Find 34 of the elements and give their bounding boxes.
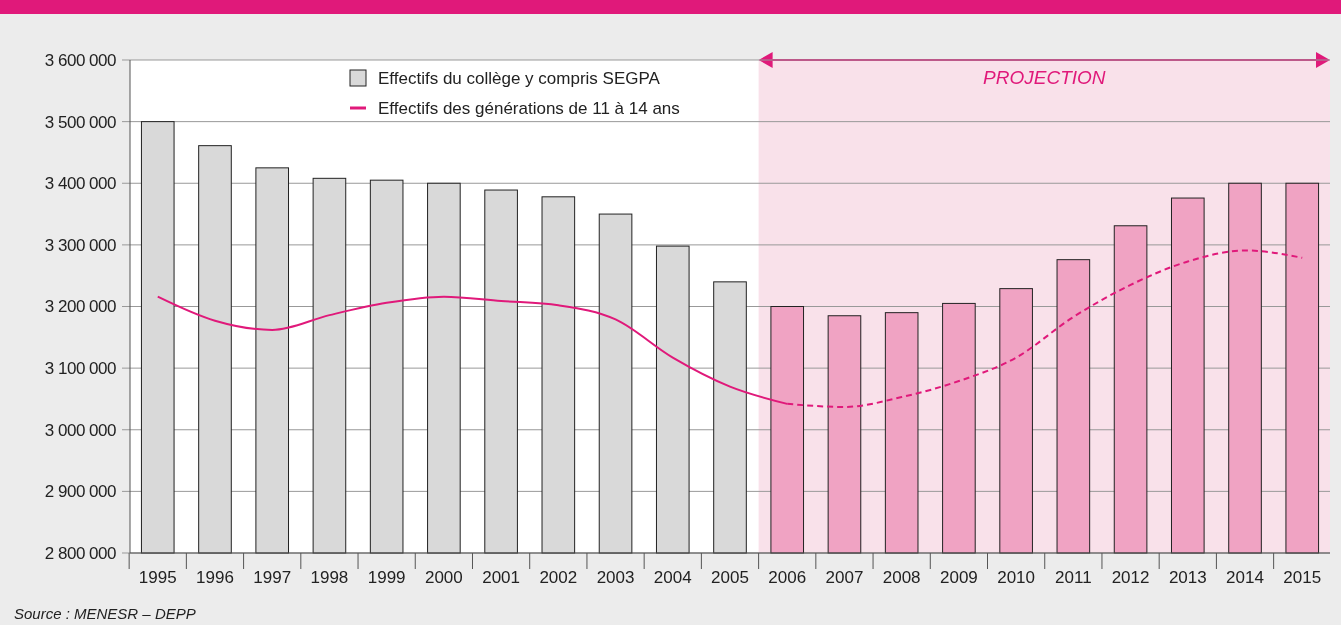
legend-label: Effectifs des générations de 11 à 14 ans bbox=[378, 98, 680, 118]
x-tick-label: 2005 bbox=[711, 568, 749, 587]
x-tick-label: 2008 bbox=[882, 568, 921, 587]
y-tick-label: 3 100 000 bbox=[44, 359, 117, 379]
y-tick-label: 3 500 000 bbox=[44, 112, 117, 132]
x-tick-label: 2014 bbox=[1226, 568, 1264, 587]
source-note: Source : MENESR – DEPP bbox=[14, 605, 196, 622]
x-tick-label: 1997 bbox=[253, 568, 292, 587]
y-tick-label: 3 000 000 bbox=[44, 420, 117, 440]
legend-label: Effectifs du collège y compris SEGPA bbox=[378, 68, 661, 88]
x-tick-label: 2000 bbox=[424, 568, 463, 587]
x-tick-label: 1996 bbox=[196, 568, 234, 587]
x-tick-label: 2015 bbox=[1283, 568, 1322, 587]
y-tick-label: 3 600 000 bbox=[44, 50, 117, 70]
y-tick-label: 3 300 000 bbox=[44, 235, 117, 255]
x-tick-label: 2006 bbox=[768, 568, 807, 587]
x-tick-label: 2003 bbox=[596, 568, 635, 587]
band-label: PROJECTION bbox=[983, 67, 1106, 88]
y-tick-label: 3 400 000 bbox=[44, 174, 117, 194]
x-tick-label: 2002 bbox=[539, 568, 578, 587]
x-tick-label: 2001 bbox=[482, 568, 521, 587]
x-tick-label: 1998 bbox=[310, 568, 349, 587]
y-tick-label: 2 900 000 bbox=[44, 482, 117, 502]
y-tick-label: 2 800 000 bbox=[44, 543, 117, 563]
x-tick-label: 1995 bbox=[138, 568, 177, 587]
x-tick-label: 2013 bbox=[1168, 568, 1207, 587]
x-tick-label: 2010 bbox=[997, 568, 1036, 587]
x-tick-label: 1999 bbox=[367, 568, 406, 587]
x-tick-label: 2011 bbox=[1055, 568, 1092, 587]
x-tick-label: 2012 bbox=[1111, 568, 1150, 587]
x-tick-label: 2009 bbox=[939, 568, 978, 587]
x-tick-label: 2004 bbox=[653, 568, 692, 587]
x-tick-label: 2007 bbox=[825, 568, 864, 587]
y-tick-label: 3 200 000 bbox=[44, 297, 117, 317]
